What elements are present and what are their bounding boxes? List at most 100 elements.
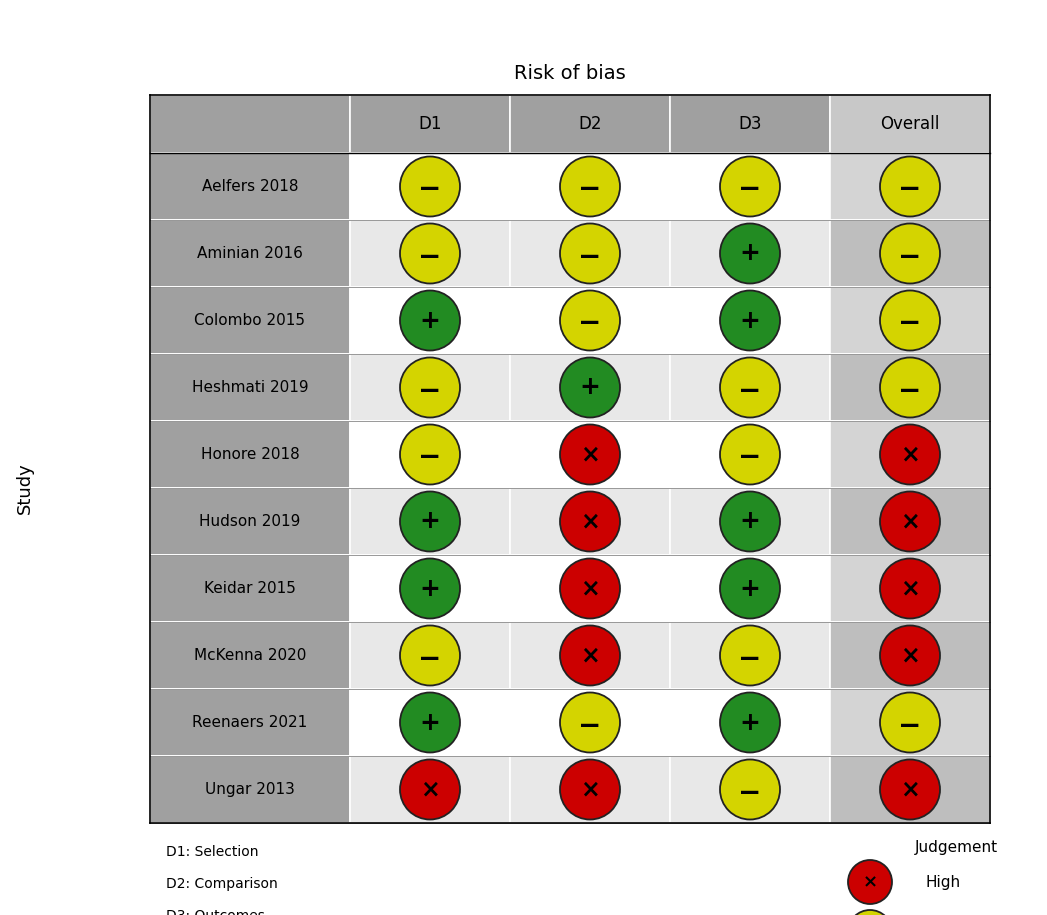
Circle shape [400, 558, 460, 619]
Text: Hudson 2019: Hudson 2019 [199, 514, 300, 529]
Circle shape [879, 558, 940, 619]
Text: Ungar 2013: Ungar 2013 [205, 782, 295, 797]
Circle shape [879, 156, 940, 217]
Bar [150, 153, 350, 220]
Text: +: + [739, 242, 760, 265]
Text: +: + [739, 510, 760, 533]
Bar [350, 689, 510, 756]
Circle shape [400, 358, 460, 417]
Bar [510, 220, 670, 287]
Bar [830, 488, 990, 555]
Text: Heshmati 2019: Heshmati 2019 [192, 380, 308, 395]
Circle shape [879, 693, 940, 752]
Bar [830, 354, 990, 421]
Bar [150, 220, 350, 287]
Text: −: − [898, 176, 921, 203]
Text: −: − [898, 309, 921, 338]
Text: +: + [580, 375, 600, 400]
Bar [670, 153, 830, 220]
Text: Judgement: Judgement [915, 840, 998, 855]
Circle shape [848, 860, 892, 904]
Circle shape [560, 358, 620, 417]
Text: Honore 2018: Honore 2018 [201, 447, 299, 462]
Text: ×: × [580, 643, 600, 668]
Bar [510, 488, 670, 555]
Text: −: − [578, 309, 602, 338]
Bar [670, 555, 830, 622]
Bar [350, 95, 510, 153]
Circle shape [560, 223, 620, 284]
Text: +: + [420, 576, 441, 600]
Text: ×: × [900, 643, 920, 668]
Circle shape [560, 425, 620, 485]
Text: +: + [420, 308, 441, 332]
Bar [670, 421, 830, 488]
Circle shape [720, 425, 780, 485]
Circle shape [400, 693, 460, 752]
Circle shape [720, 223, 780, 284]
Text: D1: D1 [418, 115, 442, 133]
Bar [830, 95, 990, 153]
Text: ×: × [580, 778, 600, 802]
Circle shape [400, 223, 460, 284]
Bar [670, 95, 830, 153]
Circle shape [560, 290, 620, 350]
Circle shape [879, 358, 940, 417]
Text: Aelfers 2018: Aelfers 2018 [202, 179, 298, 194]
Circle shape [879, 491, 940, 552]
Bar [510, 622, 670, 689]
Circle shape [400, 759, 460, 820]
Bar [830, 220, 990, 287]
Bar [670, 756, 830, 823]
Circle shape [560, 558, 620, 619]
Bar [830, 287, 990, 354]
Text: D3: D3 [738, 115, 762, 133]
Text: +: + [420, 711, 441, 735]
Text: −: − [898, 376, 921, 404]
Bar [670, 354, 830, 421]
Bar [350, 488, 510, 555]
Bar [150, 756, 350, 823]
Text: −: − [578, 176, 602, 203]
Bar [830, 555, 990, 622]
Bar [830, 153, 990, 220]
Text: Risk of bias: Risk of bias [514, 64, 626, 83]
Circle shape [400, 156, 460, 217]
Text: −: − [578, 242, 602, 271]
Bar [510, 555, 670, 622]
Text: High: High [925, 875, 960, 889]
Circle shape [400, 491, 460, 552]
Text: −: − [419, 176, 442, 203]
Text: Reenaers 2021: Reenaers 2021 [193, 715, 308, 730]
Bar [670, 488, 830, 555]
Bar [150, 95, 350, 153]
Bar [350, 153, 510, 220]
Text: ×: × [580, 576, 600, 600]
Text: +: + [739, 711, 760, 735]
Circle shape [879, 425, 940, 485]
Text: D2: D2 [578, 115, 602, 133]
Circle shape [848, 910, 892, 915]
Bar [150, 287, 350, 354]
Text: ×: × [420, 778, 440, 802]
Bar [510, 354, 670, 421]
Text: ×: × [863, 873, 877, 891]
Text: −: − [738, 444, 761, 471]
Bar [510, 95, 670, 153]
Circle shape [879, 290, 940, 350]
Text: −: − [738, 779, 761, 806]
Circle shape [400, 425, 460, 485]
Circle shape [560, 626, 620, 685]
Circle shape [720, 626, 780, 685]
Text: Study: Study [16, 462, 34, 514]
Text: ×: × [900, 576, 920, 600]
Text: ×: × [900, 443, 920, 467]
Text: −: − [419, 444, 442, 471]
Text: ×: × [580, 510, 600, 533]
Bar [830, 756, 990, 823]
Bar [510, 689, 670, 756]
Text: ×: × [900, 510, 920, 533]
Text: −: − [419, 242, 442, 271]
Text: −: − [898, 712, 921, 739]
Bar [350, 421, 510, 488]
